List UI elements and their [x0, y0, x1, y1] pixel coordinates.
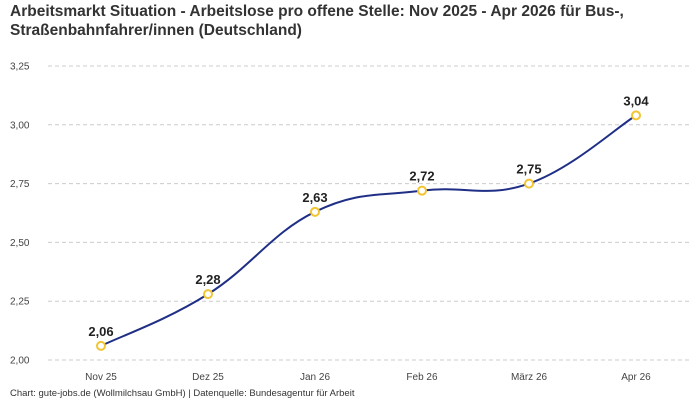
x-tick-label: März 26: [511, 372, 548, 383]
y-tick-label: 3,00: [10, 120, 30, 131]
x-tick-label: Jan 26: [300, 372, 330, 383]
y-axis-ticks: 2,00 2,25 2,50 2,75 3,00 3,25: [10, 62, 30, 367]
series-line: [100, 114, 637, 347]
x-tick-label: Dez 25: [192, 372, 224, 383]
data-labels: 2,06 2,28 2,63 2,72 2,75 3,04: [88, 93, 649, 338]
y-tick-label: 2,25: [10, 297, 30, 308]
data-point: [203, 289, 213, 300]
data-label: 2,28: [195, 272, 220, 287]
x-tick-label: Feb 26: [406, 372, 438, 383]
chart-title-line-1: Arbeitsmarkt Situation - Arbeitslose pro…: [10, 3, 624, 20]
data-label: 2,75: [516, 162, 541, 177]
y-tick-label: 2,75: [10, 179, 30, 190]
data-point: [631, 110, 641, 121]
y-tick-label: 2,00: [10, 356, 30, 367]
data-label: 3,04: [623, 93, 649, 108]
chart-title: Arbeitsmarkt Situation - Arbeitslose pro…: [10, 2, 695, 40]
data-points: [96, 110, 641, 351]
data-label: 2,63: [302, 190, 327, 205]
x-tick-label: Nov 25: [85, 372, 117, 383]
chart-footer: Chart: gute-jobs.de (Wollmilchsau GmbH) …: [10, 388, 355, 399]
data-label: 2,06: [88, 324, 113, 339]
y-tick-label: 3,25: [10, 62, 30, 73]
data-point: [310, 206, 320, 217]
data-point: [417, 185, 427, 196]
chart-title-line-2: Straßenbahnfahrer/innen (Deutschland): [10, 22, 302, 39]
x-tick-label: Apr 26: [621, 372, 651, 383]
grid-lines: [48, 65, 692, 361]
data-label: 2,72: [409, 169, 434, 184]
data-point: [96, 340, 106, 351]
y-tick-label: 2,50: [10, 238, 30, 249]
x-axis-ticks: Nov 25 Dez 25 Jan 26 Feb 26 März 26 Apr 26: [85, 372, 651, 383]
data-point: [524, 178, 534, 189]
